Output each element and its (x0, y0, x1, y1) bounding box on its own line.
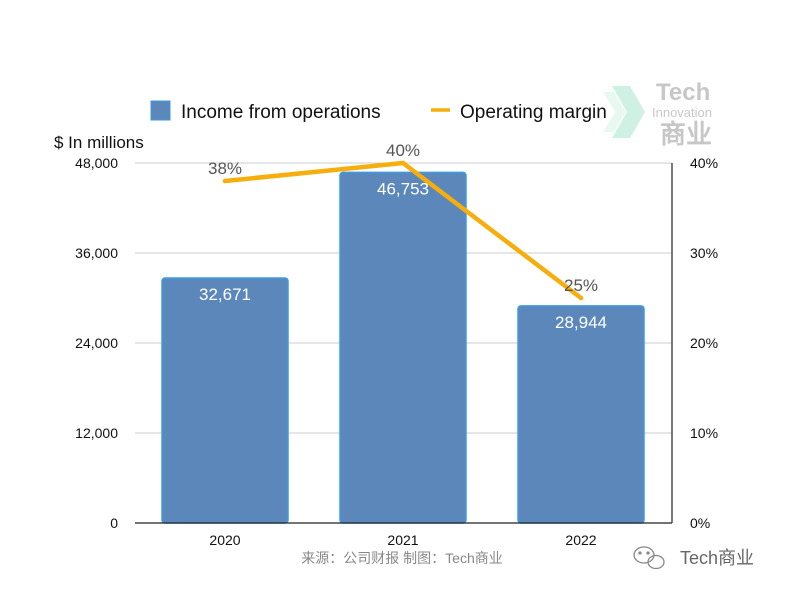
legend-label-line: Operating margin (460, 102, 607, 123)
bar-series (161, 171, 645, 524)
line-point (400, 160, 406, 166)
y2-tick-label: 10% (690, 425, 718, 441)
x-tick-label: 2022 (565, 532, 596, 548)
y2-tick-label: 0% (690, 515, 710, 531)
y-tick-label: 0 (110, 515, 118, 531)
x-tick-label: 2020 (209, 532, 240, 548)
x-axis-ticks: 2020 2021 2022 (209, 532, 596, 548)
legend: Income from operations Operating margin (150, 100, 607, 123)
bar-value-label: 32,671 (199, 285, 251, 304)
line-point (222, 178, 228, 184)
x-tick-label: 2021 (387, 532, 418, 548)
right-axis-ticks: 0% 10% 20% 30% 40% (690, 155, 718, 531)
line-point (578, 295, 584, 301)
logo-chevron-icon (612, 86, 645, 138)
footer-brand-text: Tech商业 (680, 548, 754, 568)
logo-chevron-accent-icon (603, 92, 626, 132)
bar (161, 277, 289, 524)
y-tick-label: 48,000 (75, 155, 118, 171)
line-value-label: 38% (208, 159, 242, 178)
y-axis-title: $ In millions (54, 133, 144, 152)
bar (517, 305, 645, 524)
source-caption: 来源：公司财报 制图：Tech商业 (301, 550, 502, 566)
wechat-icon (633, 546, 665, 570)
bar (339, 171, 467, 524)
legend-label-bar: Income from operations (181, 102, 381, 123)
logo-text-shangye: 商业 (660, 119, 712, 149)
bar-value-labels: 32,671 46,753 28,944 (199, 179, 607, 332)
logo-text-innovation: Innovation (652, 105, 712, 120)
y-tick-label: 12,000 (75, 425, 118, 441)
left-axis-ticks: 0 12,000 24,000 36,000 48,000 (75, 155, 118, 531)
logo-text-tech: Tech (656, 79, 710, 106)
axes (135, 163, 673, 524)
line-value-labels: 38% 40% 25% (208, 141, 598, 295)
y2-tick-label: 40% (690, 155, 718, 171)
bar-value-label: 28,944 (555, 313, 607, 332)
legend-swatch-bar (150, 100, 171, 121)
bar-value-label: 46,753 (377, 179, 429, 198)
y-tick-label: 36,000 (75, 245, 118, 261)
footer-brand: Tech商业 (633, 546, 754, 570)
line-series (222, 160, 584, 301)
tech-logo-watermark: Tech Innovation 商业 (603, 79, 712, 149)
y2-tick-label: 20% (690, 335, 718, 351)
line-value-label: 40% (386, 141, 420, 160)
line-value-label: 25% (564, 276, 598, 295)
y2-tick-label: 30% (690, 245, 718, 261)
y-tick-label: 24,000 (75, 335, 118, 351)
